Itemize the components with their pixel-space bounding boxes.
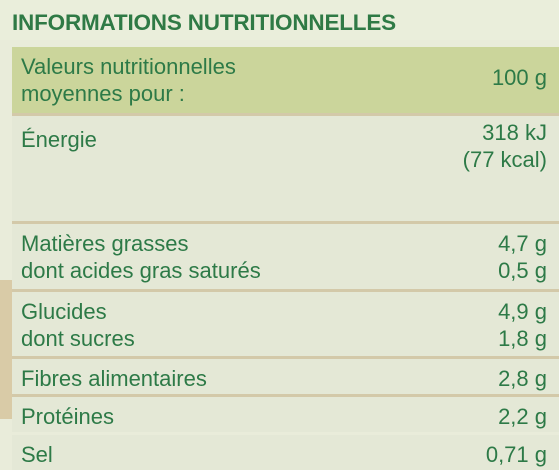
row-label: Protéines [21,403,114,430]
background-strip [0,280,12,419]
row-label-line1: Protéines [21,404,114,429]
table-row-fibres: Fibres alimentaires 2,8 g [12,359,559,394]
table-header-row: Valeurs nutritionnelles moyennes pour : … [12,47,559,113]
row-label-line1: Énergie [21,127,97,152]
row-value-line2: 1,8 g [498,326,547,351]
row-label-line1: Sel [21,442,53,467]
row-label: Matières grasses dont acides gras saturé… [21,230,261,284]
row-label: Fibres alimentaires [21,365,207,392]
row-value-line2: 0,5 g [498,258,547,283]
row-label-line2: dont acides gras saturés [21,258,261,283]
header-label-line1: Valeurs nutritionnelles [21,54,236,79]
row-label-line2: dont sucres [21,326,135,351]
row-value-line2: (77 kcal) [462,147,547,172]
row-value-line1: 2,8 g [498,366,547,391]
header-label: Valeurs nutritionnelles moyennes pour : [21,53,236,107]
row-value-line1: 318 kJ [482,120,547,145]
row-label: Sel [21,441,53,468]
row-label: Énergie [21,126,97,153]
row-label-line1: Fibres alimentaires [21,366,207,391]
row-value-line1: 0,71 g [485,442,547,467]
table-row-glucides: Glucides dont sucres 4,9 g 1,8 g [12,292,559,356]
label-header: INFORMATIONS NUTRITIONNELLES [0,0,559,40]
table-row-proteines: Protéines 2,2 g [12,397,559,432]
row-value: 2,2 g [498,403,547,430]
header-value: 100 g [491,65,547,90]
row-value: 4,9 g 1,8 g [498,298,547,352]
table-row-matieres-grasses: Matières grasses dont acides gras saturé… [12,224,559,289]
row-label: Glucides dont sucres [21,298,135,352]
row-label-line1: Glucides [21,299,107,324]
row-value-line1: 4,7 g [498,231,547,256]
row-value: 2,8 g [498,365,547,392]
row-label-line1: Matières grasses [21,231,189,256]
table-row-sel: Sel 0,71 g [12,435,559,470]
nutrition-title: INFORMATIONS NUTRITIONNELLES [12,10,396,35]
header-label-line2: moyennes pour : [21,81,185,106]
row-value: 318 kJ (77 kcal) [463,119,547,173]
table-row-energie: Énergie 318 kJ (77 kcal) [12,116,559,221]
row-value-line1: 4,9 g [498,299,547,324]
row-value-line1: 2,2 g [498,404,547,429]
row-value: 0,71 g [486,441,547,468]
nutrition-table: Valeurs nutritionnelles moyennes pour : … [12,47,559,470]
row-value: 4,7 g 0,5 g [498,230,547,284]
